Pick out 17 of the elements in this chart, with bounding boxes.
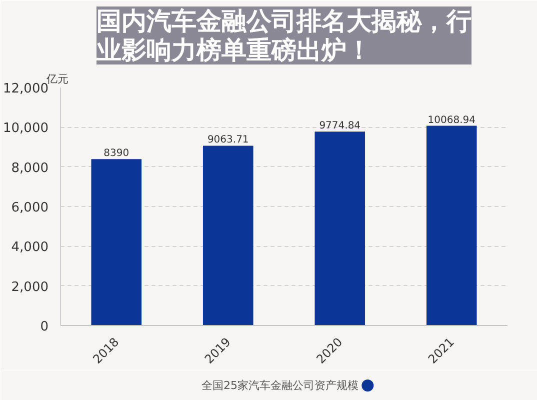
y-tick-label: 6,000	[11, 200, 48, 216]
y-tick-label: 12,000	[3, 82, 49, 96]
data-label: 9774.84	[319, 120, 361, 132]
y-tick-label: 0	[40, 320, 49, 334]
y-tick-label: 2,000	[11, 280, 48, 295]
data-label: 9063.71	[207, 134, 249, 146]
bar	[314, 132, 366, 326]
y-tick-label: 4,000	[11, 240, 48, 256]
data-label: 10068.94	[428, 114, 476, 126]
legend-label: 全国25家汽车金融公司资产规模	[202, 379, 359, 392]
chart-title: 国内汽车金融公司排名大揭秘，行业影响力榜单重磅出炉！	[96, 6, 472, 64]
data-label: 8390	[104, 148, 130, 160]
bar	[426, 126, 477, 326]
bar	[202, 146, 254, 326]
y-tick-label: 10,000	[3, 121, 49, 136]
y-tick-label: 8,000	[11, 160, 48, 176]
bar	[91, 159, 142, 326]
